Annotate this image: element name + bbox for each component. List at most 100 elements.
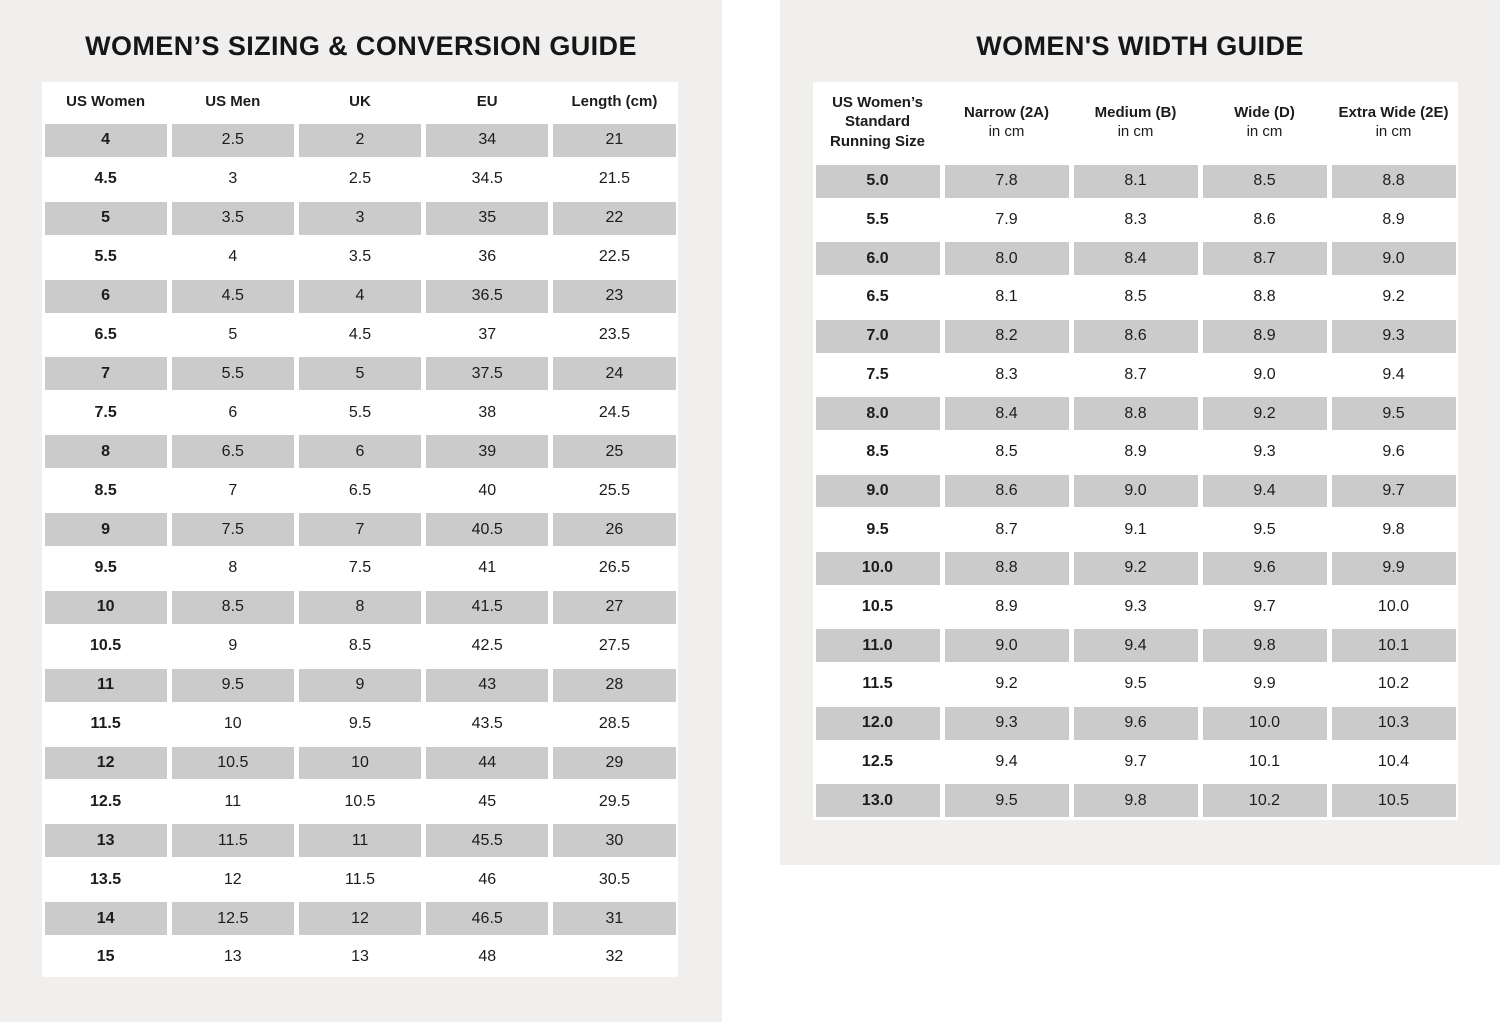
- table-cell: 7.5: [169, 510, 296, 549]
- table-cell: 3: [228, 170, 238, 188]
- table-cell: 26.5: [598, 559, 630, 577]
- table-cell: 8.6: [942, 472, 1071, 511]
- table-cell: 7.5: [94, 403, 117, 421]
- table-cell: 8.7: [1200, 239, 1329, 278]
- table-row: 9.0 8.6 9.0 9.4 9.7: [813, 472, 1458, 511]
- table-cell: 9: [42, 510, 169, 549]
- table-row: 5.5 4 3.5 36 22.5: [42, 238, 678, 277]
- width-guide-title: WOMEN'S WIDTH GUIDE: [976, 31, 1304, 61]
- table-cell: 11.5: [345, 870, 375, 888]
- table-cell: 23: [551, 277, 678, 316]
- table-cell: 9.4: [995, 752, 1018, 770]
- table-cell: 28: [551, 666, 678, 705]
- table-cell: 10.5: [861, 598, 894, 616]
- table-cell: 6: [228, 403, 238, 421]
- table-cell: 22: [551, 199, 678, 238]
- table-cell: 25: [551, 432, 678, 471]
- table-cell: 4.5: [169, 277, 296, 316]
- table-cell: 9.5: [1329, 394, 1458, 433]
- table-row: 5.0 7.8 8.1 8.5 8.8: [813, 162, 1458, 201]
- table-cell: 9.2: [995, 675, 1018, 693]
- table-cell: 2: [296, 121, 423, 160]
- table-cell: 36: [478, 248, 497, 266]
- table-cell: 11.5: [169, 821, 296, 860]
- table-cell: 45.5: [424, 821, 551, 860]
- table-cell: 8.0: [942, 239, 1071, 278]
- table-row: 13 11.5 11 45.5 30: [42, 821, 678, 860]
- table-cell: 8.6: [1071, 317, 1200, 356]
- table-cell: 7.8: [942, 162, 1071, 201]
- table-cell: 25.5: [598, 481, 630, 499]
- table-cell: 13: [351, 948, 369, 966]
- table-cell: 32: [605, 948, 624, 966]
- table-cell: 9.0: [942, 626, 1071, 665]
- table-cell: 12: [42, 744, 169, 783]
- column-header: Medium (B) in cm: [1094, 103, 1177, 141]
- table-cell: 8.7: [995, 520, 1018, 538]
- table-cell: 9.3: [942, 704, 1071, 743]
- table-cell: 10.1: [1248, 752, 1281, 770]
- table-cell: 10.2: [1377, 675, 1410, 693]
- table-cell: 9.4: [1382, 365, 1405, 383]
- table-cell: 29.5: [598, 792, 630, 810]
- table-cell: 11: [42, 666, 169, 705]
- width-guide-panel: WOMEN'S WIDTH GUIDE US Women’s Standard …: [780, 0, 1500, 865]
- column-header: US Women: [66, 92, 146, 110]
- table-cell: 8.9: [1200, 317, 1329, 356]
- table-cell: 10.2: [1200, 781, 1329, 820]
- table-cell: 7.0: [813, 317, 942, 356]
- table-row: 8.5 8.5 8.9 9.3 9.6: [813, 433, 1458, 472]
- table-cell: 9.7: [1329, 472, 1458, 511]
- table-cell: 10.0: [1200, 704, 1329, 743]
- table-cell: 8.9: [1124, 443, 1147, 461]
- table-cell: 10: [42, 588, 169, 627]
- table-cell: 9.8: [1200, 626, 1329, 665]
- table-cell: 8: [296, 588, 423, 627]
- table-cell: 11.5: [90, 715, 121, 733]
- table-cell: 9.5: [866, 520, 889, 538]
- table-cell: 7: [228, 481, 238, 499]
- table-cell: 8: [228, 559, 238, 577]
- table-cell: 8.4: [1071, 239, 1200, 278]
- table-row: 11.5 9.2 9.5 9.9 10.2: [813, 665, 1458, 704]
- table-cell: 9.7: [1253, 598, 1276, 616]
- table-cell: 10.3: [1329, 704, 1458, 743]
- table-cell: 24: [551, 354, 678, 393]
- table-row: 14 12.5 12 46.5 31: [42, 899, 678, 938]
- table-cell: 9.9: [1253, 675, 1276, 693]
- table-cell: 10.5: [344, 792, 376, 810]
- table-row: 9.5 8.7 9.1 9.5 9.8: [813, 510, 1458, 549]
- column-header: US Women’s Standard Running Size: [830, 93, 925, 150]
- table-cell: 8.1: [1071, 162, 1200, 201]
- column-header: UK: [349, 92, 371, 110]
- table-row: 10.5 9 8.5 42.5 27.5: [42, 627, 678, 666]
- table-cell: 7: [42, 354, 169, 393]
- table-cell: 31: [551, 899, 678, 938]
- table-cell: 41.5: [424, 588, 551, 627]
- column-header: Narrow (2A) in cm: [963, 103, 1049, 141]
- table-cell: 8: [42, 432, 169, 471]
- table-cell: 40.5: [424, 510, 551, 549]
- table-row: 8.5 7 6.5 40 25.5: [42, 471, 678, 510]
- table-cell: 9.8: [1382, 520, 1405, 538]
- table-cell: 9.3: [1329, 317, 1458, 356]
- table-cell: 11: [296, 821, 423, 860]
- table-cell: 9.0: [813, 472, 942, 511]
- table-cell: 9.5: [94, 559, 117, 577]
- table-cell: 9.3: [1124, 598, 1147, 616]
- table-cell: 9.5: [942, 781, 1071, 820]
- table-cell: 6: [296, 432, 423, 471]
- table-row: 15 13 13 48 32: [42, 938, 678, 977]
- table-cell: 8.8: [1329, 162, 1458, 201]
- table-row: 13.5 12 11.5 46 30.5: [42, 860, 678, 899]
- column-header: US Men: [205, 92, 261, 110]
- table-cell: 10.5: [1329, 781, 1458, 820]
- table-row: 12 10.5 10 44 29: [42, 744, 678, 783]
- table-cell: 43.5: [471, 715, 503, 733]
- table-cell: 8.5: [995, 443, 1018, 461]
- table-header-row: US Women’s Standard Running Size Narrow (…: [813, 82, 1458, 162]
- table-cell: 8.6: [1253, 211, 1276, 229]
- table-cell: 6: [42, 277, 169, 316]
- table-cell: 8.9: [995, 598, 1018, 616]
- table-cell: 29: [551, 744, 678, 783]
